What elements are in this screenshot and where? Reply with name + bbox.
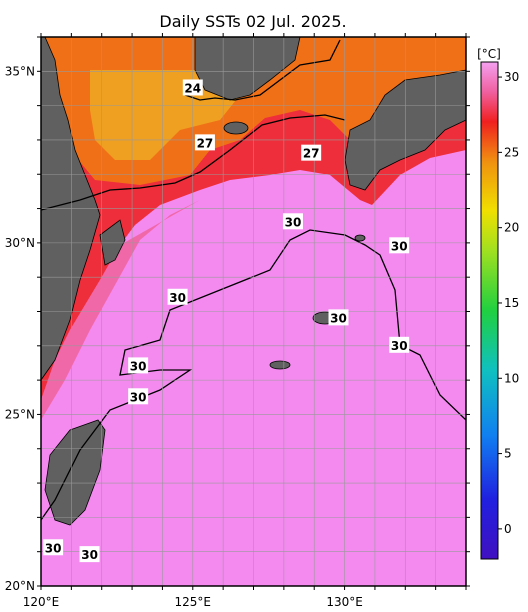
colorbar: [°C] 0 5 10 15 20 25 30 xyxy=(477,47,519,560)
contour-label-text: 30 xyxy=(130,359,147,373)
contour-label-box xyxy=(43,539,64,556)
contour-label-text: 30 xyxy=(81,548,98,562)
colorbar-tick-label: 30 xyxy=(504,70,519,84)
contour-label-box xyxy=(282,213,303,230)
contour-label-box xyxy=(194,134,215,151)
contour-label: 30 xyxy=(389,336,410,353)
contour-label-box xyxy=(389,336,410,353)
lat-lon-grid xyxy=(41,37,466,586)
contour-label-text: 24 xyxy=(184,81,201,95)
lon-tick-label: 125°E xyxy=(175,595,212,609)
colorbar-tick-label: 0 xyxy=(504,522,512,536)
contour-label: 30 xyxy=(167,288,188,305)
contour-labels: 24 27 27 30 30 30 30 30 30 30 30 30 xyxy=(43,79,410,563)
taiwan xyxy=(44,419,106,526)
frame-ticks xyxy=(37,33,470,590)
colorbar-tick-label: 5 xyxy=(504,447,512,461)
contour-label-text: 30 xyxy=(391,339,408,353)
contour-label-text: 30 xyxy=(169,291,186,305)
colorbar-tick-label: 10 xyxy=(504,371,519,385)
lat-tick-label: 35°N xyxy=(5,64,35,78)
colorbar-ticks: 0 5 10 15 20 25 30 xyxy=(498,70,519,536)
contour-label: 30 xyxy=(389,237,410,254)
contour-label-box xyxy=(128,388,149,405)
colorbar-gradient xyxy=(480,61,499,560)
contour-label: 30 xyxy=(128,388,149,405)
contour-label: 30 xyxy=(43,539,64,556)
isotherm-27 xyxy=(41,114,346,211)
contour-label-box xyxy=(301,144,322,161)
contour-label-box xyxy=(79,546,100,563)
colorbar-tick-label: 25 xyxy=(504,145,519,159)
contour-label: 24 xyxy=(182,79,203,96)
korea xyxy=(194,37,301,101)
axis-labels: 120°E 125°E 130°E 35°N 30°N 25°N 20°N xyxy=(5,64,363,609)
contour-label: 27 xyxy=(194,134,215,151)
contour-label: 30 xyxy=(328,309,349,326)
contour-label-box xyxy=(389,237,410,254)
lat-tick-label: 30°N xyxy=(5,236,35,250)
contour-label-text: 27 xyxy=(197,136,214,150)
colorbar-tick-label: 15 xyxy=(504,296,519,310)
contour-label-box xyxy=(167,288,188,305)
contour-label-text: 30 xyxy=(130,390,147,404)
contour-label: 27 xyxy=(301,144,322,161)
contour-label: 30 xyxy=(128,357,149,374)
map-title: Daily SSTs 02 Jul. 2025. xyxy=(159,12,347,31)
lon-tick-label: 120°E xyxy=(23,595,60,609)
map-field xyxy=(41,37,466,586)
contour-label-text: 30 xyxy=(391,239,408,253)
colorbar-unit: [°C] xyxy=(477,47,501,61)
contour-label-text: 30 xyxy=(45,541,62,555)
contour-label-text: 30 xyxy=(285,215,302,229)
contour-label: 30 xyxy=(79,546,100,563)
contour-label-text: 30 xyxy=(330,311,347,325)
lat-tick-label: 25°N xyxy=(5,407,35,421)
lon-tick-label: 130°E xyxy=(326,595,363,609)
contour-label-box xyxy=(328,309,349,326)
contour-label-text: 27 xyxy=(303,147,320,161)
colorbar-tick-label: 20 xyxy=(504,221,519,235)
contour-label-box xyxy=(128,357,149,374)
contour-label-box xyxy=(182,79,203,96)
lat-tick-label: 20°N xyxy=(5,579,35,593)
isotherm-24 xyxy=(184,39,341,101)
contour-label: 30 xyxy=(282,213,303,230)
